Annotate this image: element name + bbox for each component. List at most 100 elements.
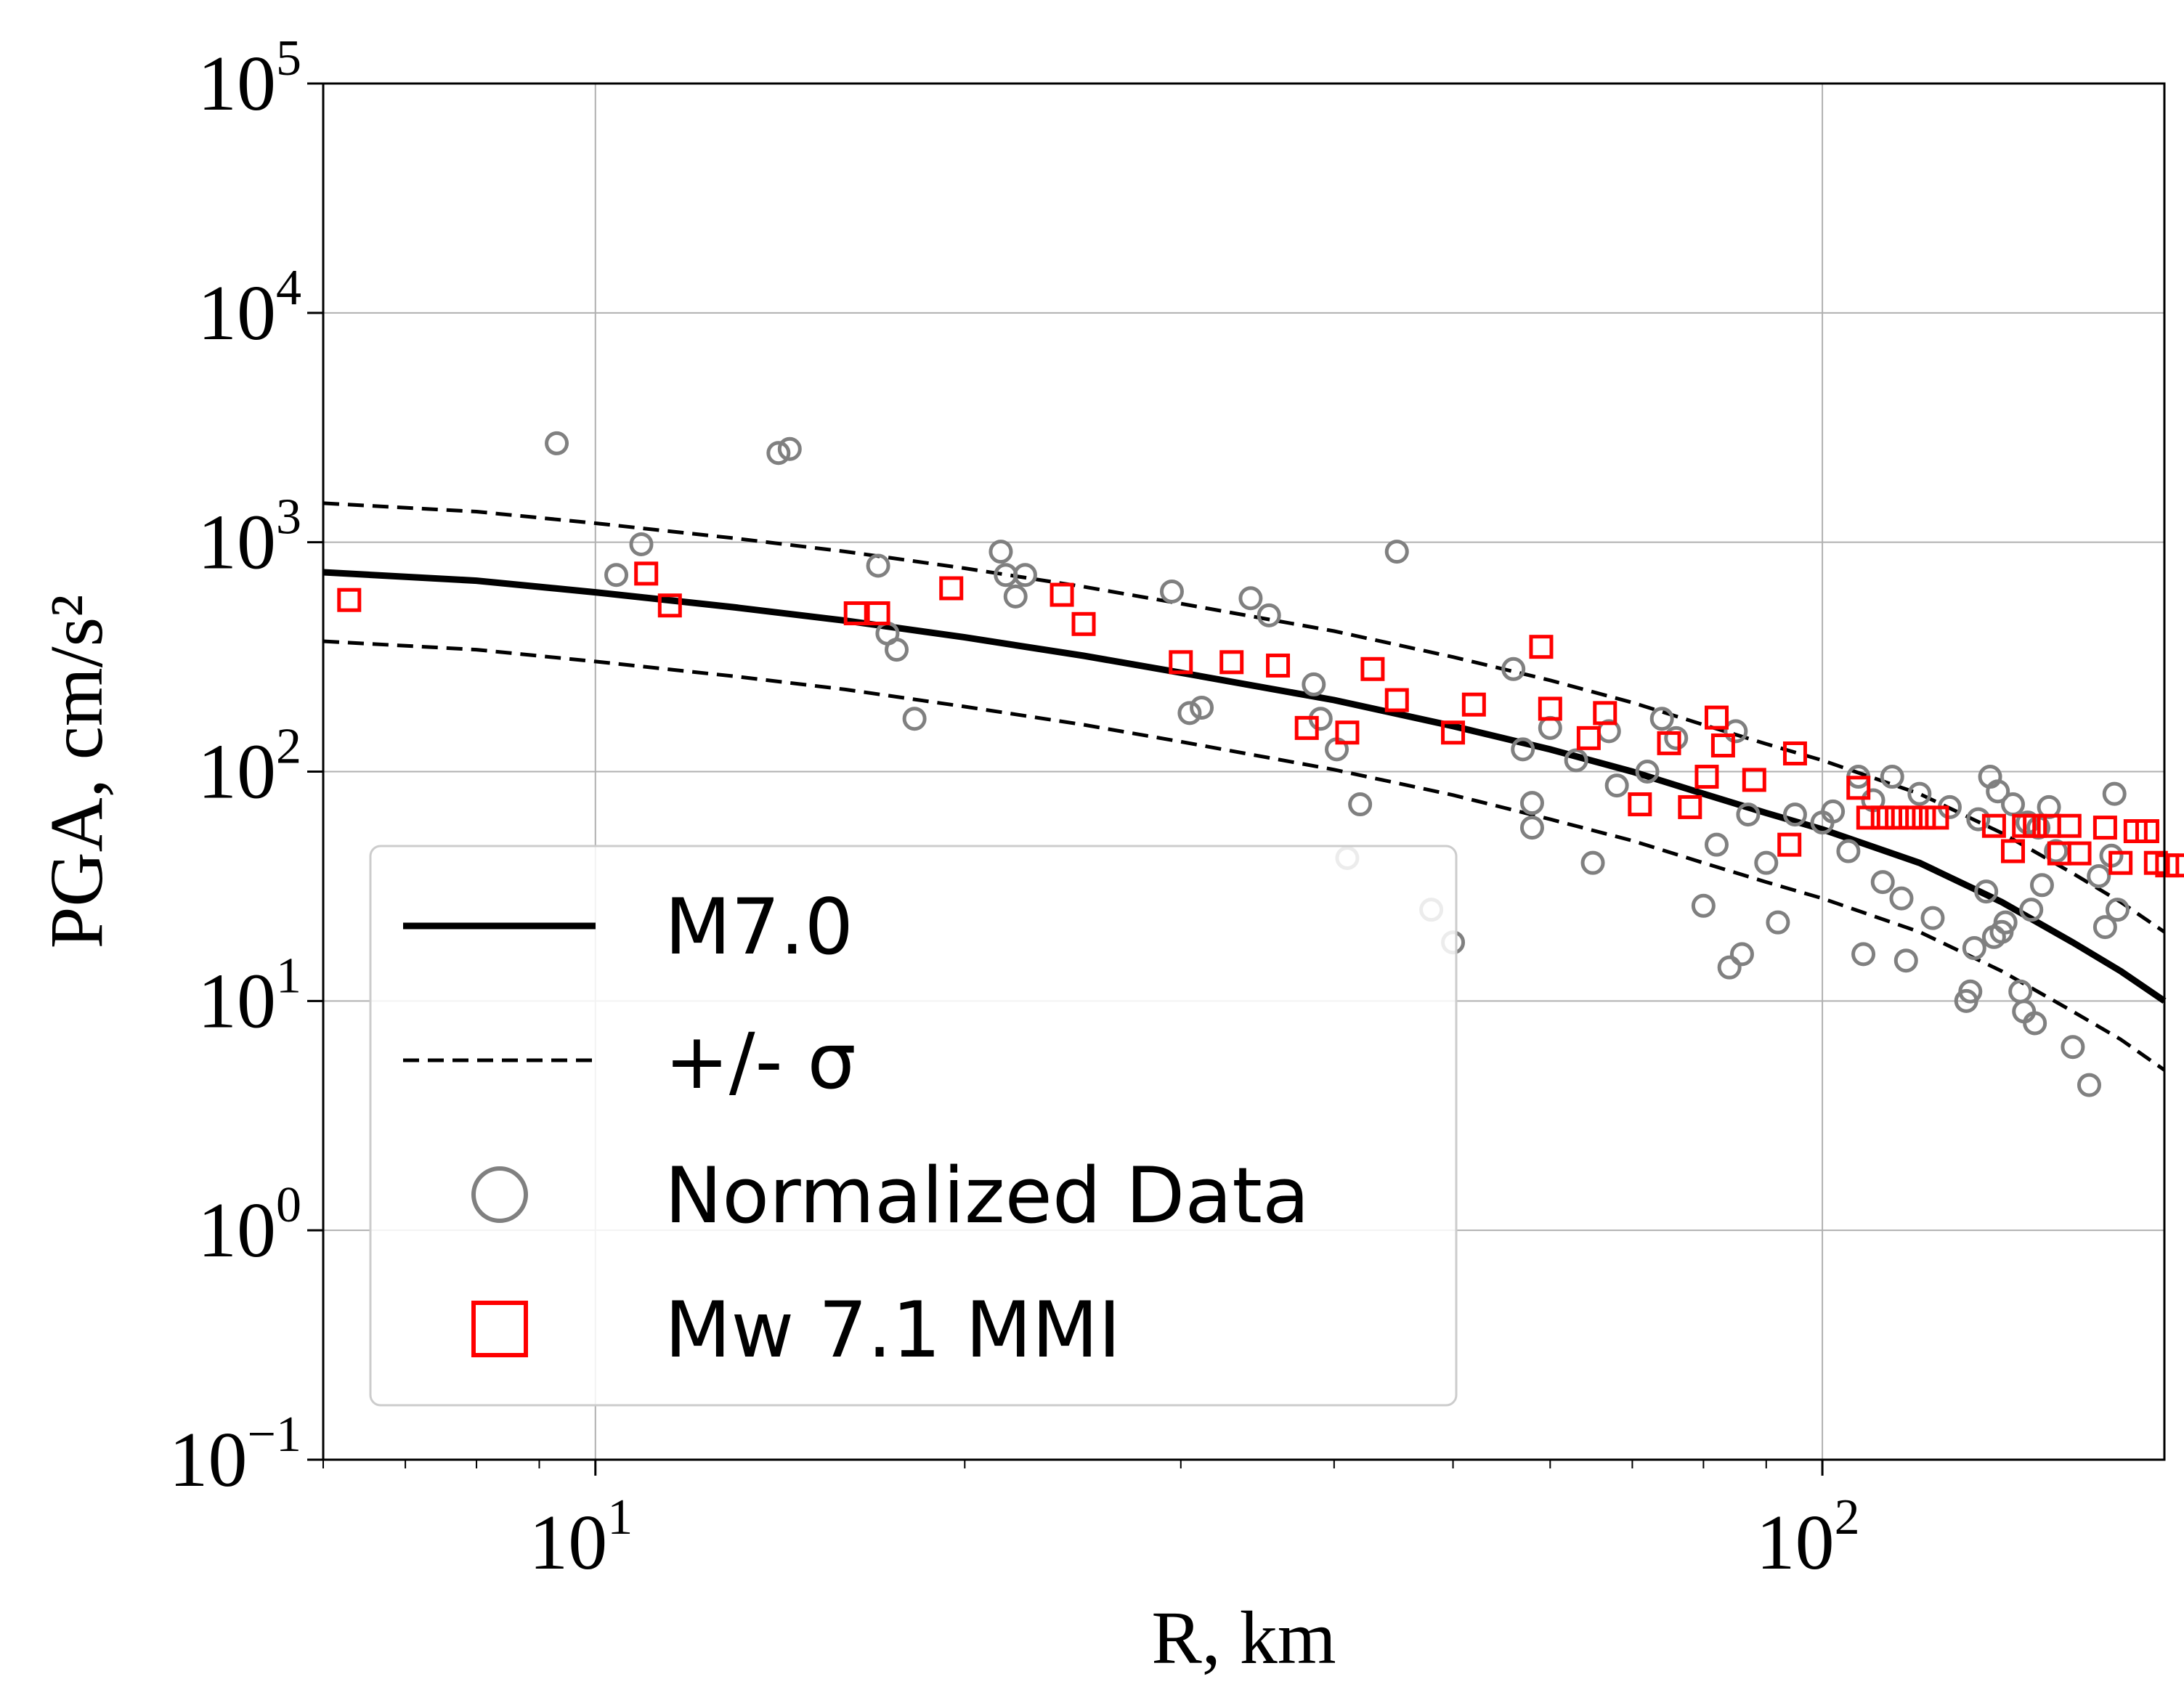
normalized-data-point — [1724, 719, 1748, 744]
normalized-data-point — [902, 707, 927, 731]
normalized-data-point — [629, 532, 654, 556]
normalized-data-point — [1893, 948, 1918, 973]
legend-swatch-square — [471, 1301, 528, 1357]
mmi-data-point — [634, 561, 659, 586]
normalized-data-point — [545, 431, 569, 455]
legend-label: Mw 7.1 MMI — [665, 1285, 1121, 1375]
mmi-data-point — [657, 593, 682, 618]
normalized-data-point — [1564, 748, 1588, 773]
mmi-data-point — [1071, 611, 1096, 636]
mmi-data-point — [1461, 692, 1486, 717]
normalized-data-point — [1604, 773, 1629, 798]
mmi-data-point — [843, 601, 868, 626]
mmi-data-point — [1846, 776, 1871, 800]
normalized-data-point — [1635, 760, 1660, 784]
legend-swatch-circle — [471, 1166, 528, 1223]
normalized-data-point — [1958, 979, 1983, 1004]
normalized-data-point — [1880, 765, 1904, 789]
mmi-data-point — [2001, 839, 2026, 863]
y-tick-label: 100 — [198, 1177, 301, 1274]
mmi-data-point — [1657, 731, 1681, 755]
normalized-data-point — [1664, 725, 1689, 750]
mmi-data-point — [1885, 805, 1909, 830]
mmi-data-point — [2108, 850, 2133, 875]
normalized-data-point — [1766, 910, 1790, 935]
mmi-data-point — [1266, 653, 1291, 678]
normalized-data-point — [2061, 1035, 2085, 1060]
x-tick-label: 102 — [1756, 1489, 1860, 1586]
y-tick-label: 10−1 — [169, 1407, 301, 1503]
mmi-data-point — [1925, 805, 1949, 830]
mmi-data-point — [1441, 720, 1466, 745]
normalized-data-point — [2077, 1073, 2101, 1097]
normalized-data-point — [1501, 656, 1526, 681]
mmi-data-point — [1050, 582, 1074, 607]
normalized-data-point — [2087, 863, 2111, 888]
normalized-data-point — [2008, 979, 2033, 1004]
mmi-data-point — [2092, 816, 2117, 840]
mmi-data-point — [1899, 805, 1923, 830]
mmi-data-point — [1870, 805, 1895, 830]
normalized-data-point — [1177, 701, 1202, 725]
mmi-data-point — [1384, 688, 1409, 712]
normalized-data-point — [1003, 584, 1028, 609]
data-points — [337, 431, 2184, 1097]
normalized-data-point — [2029, 873, 2054, 898]
mmi-data-point — [1856, 805, 1880, 830]
normalized-data-point — [1966, 807, 1991, 832]
normalized-data-point — [2001, 792, 2026, 817]
normalized-data-point — [1649, 707, 1674, 731]
mmi-data-point — [1593, 701, 1617, 725]
mmi-data-point — [1742, 768, 1766, 792]
normalized-data-point — [1889, 886, 1914, 911]
normalized-data-point — [1012, 563, 1037, 588]
normalized-data-point — [1159, 579, 1184, 603]
normalized-data-point — [1519, 791, 1544, 816]
normalized-data-point — [777, 436, 802, 461]
y-tick-label: 103 — [198, 489, 301, 586]
normalized-data-point — [1257, 603, 1281, 627]
legend-label: +/- σ — [665, 1017, 856, 1106]
mmi-data-point — [1782, 741, 1807, 765]
normalized-data-point — [1920, 906, 1945, 930]
legend-label: M7.0 — [665, 882, 853, 972]
normalized-data-point — [1511, 737, 1535, 762]
normalized-data-point — [989, 540, 1013, 564]
mmi-data-point — [939, 576, 964, 601]
normalized-data-point — [1736, 802, 1761, 827]
normalized-data-point — [604, 563, 629, 588]
normalized-data-point — [1238, 586, 1263, 611]
normalized-data-point — [2019, 898, 2044, 922]
mmi-data-point — [866, 601, 890, 626]
normalized-data-point — [1538, 715, 1562, 740]
normalized-data-point — [885, 638, 909, 662]
legend-label: Normalized Data — [665, 1151, 1310, 1240]
normalized-data-point — [1704, 832, 1729, 857]
model-median-curve — [322, 569, 2167, 1004]
normalized-data-point — [1580, 850, 1605, 875]
mmi-data-point — [1628, 792, 1652, 817]
mmi-data-point — [1912, 805, 1936, 830]
mmi-data-point — [1704, 705, 1729, 730]
normalized-data-point — [1851, 942, 1876, 967]
mmi-data-point — [1694, 765, 1719, 789]
mmi-data-point — [1710, 733, 1735, 758]
normalized-data-point — [2023, 1011, 2047, 1036]
mmi-data-point — [1678, 794, 1702, 819]
mmi-data-point — [1294, 715, 1319, 740]
normalized-data-point — [1519, 816, 1544, 840]
mmi-data-point — [1360, 656, 1385, 681]
x-axis-label: R, km — [1151, 1596, 1336, 1680]
normalized-data-point — [1821, 799, 1846, 824]
normalized-data-point — [2092, 915, 2117, 940]
normalized-data-point — [1993, 910, 2018, 935]
y-tick-label: 105 — [198, 31, 301, 127]
mmi-data-point — [1538, 696, 1562, 721]
normalized-data-point — [1974, 879, 1999, 904]
normalized-data-point — [1384, 540, 1409, 564]
mmi-data-point — [2023, 813, 2047, 838]
x-tick-label: 101 — [529, 1489, 633, 1586]
legend: M7.0 +/- σ Normalized Data Mw 7.1 MMI — [369, 845, 1458, 1407]
normalized-data-point — [766, 441, 791, 466]
